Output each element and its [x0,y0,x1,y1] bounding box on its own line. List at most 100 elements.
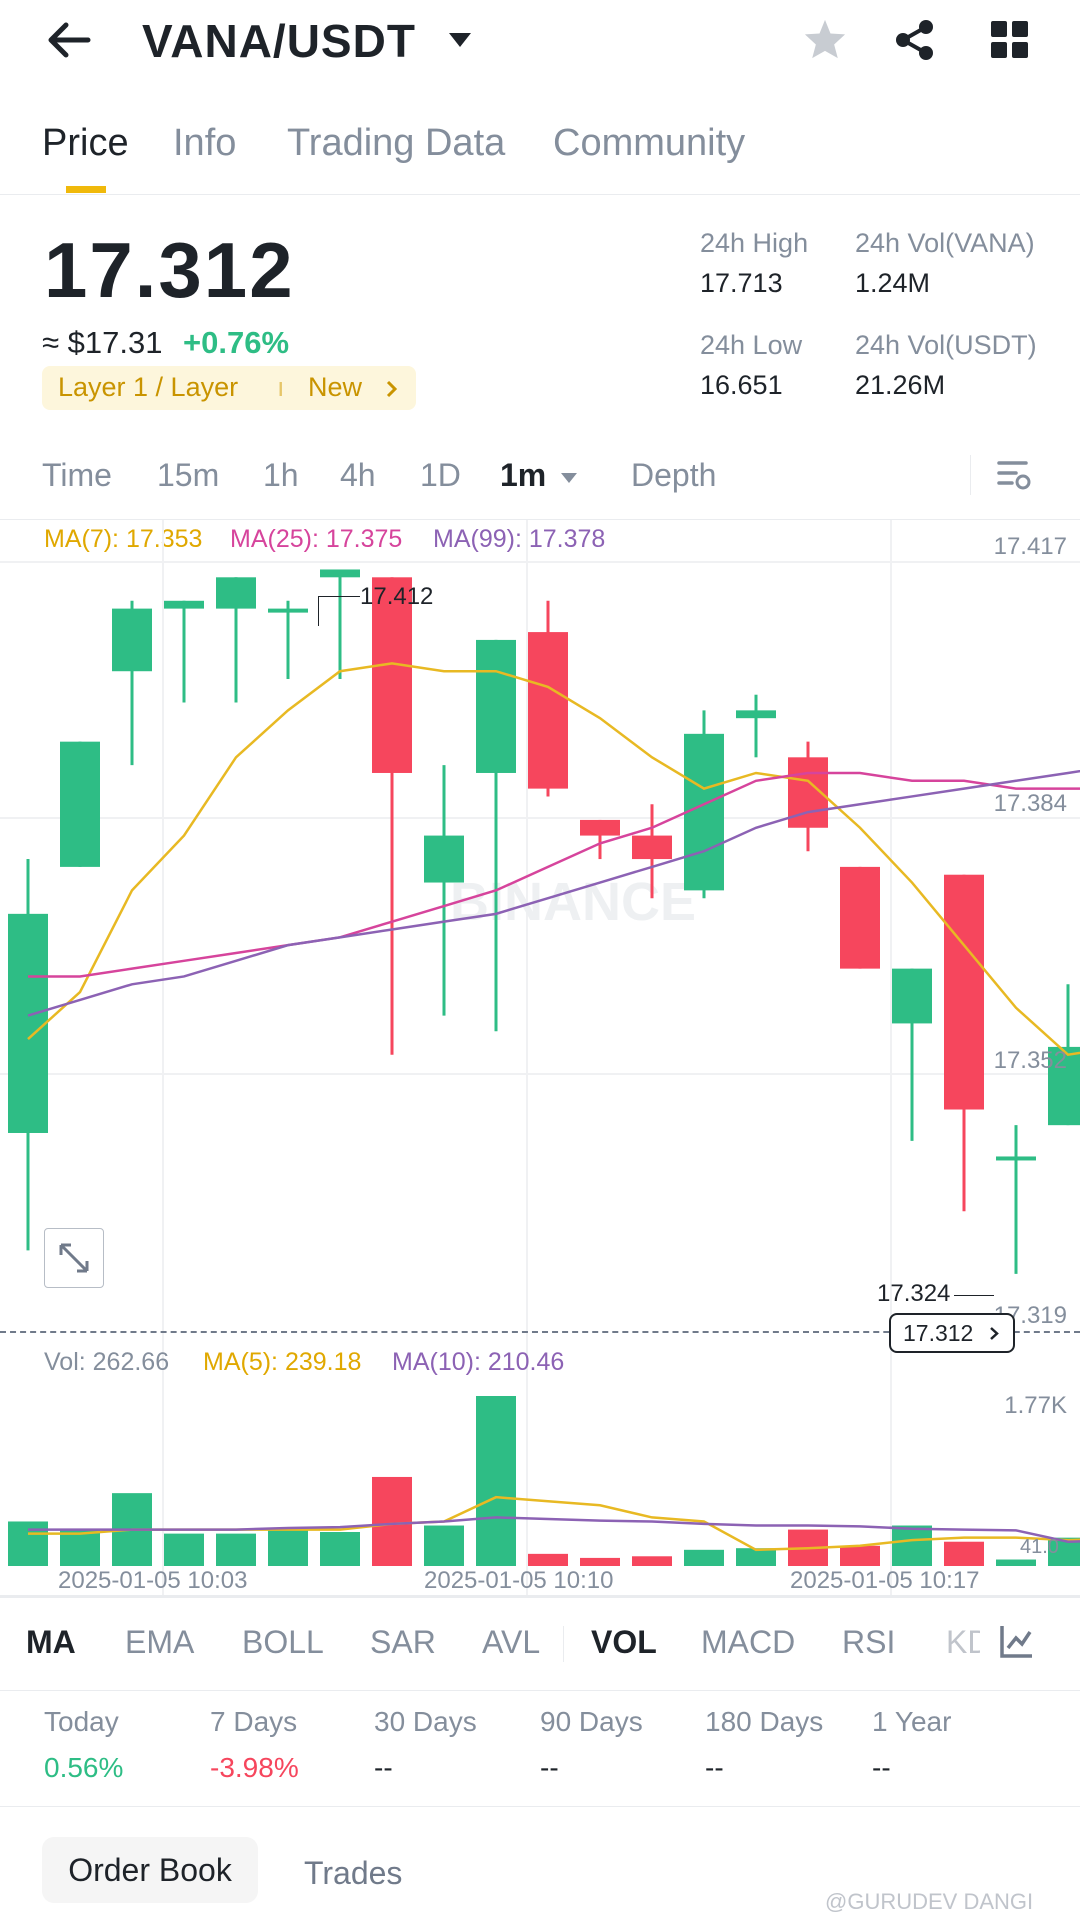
volume-bar [424,1525,464,1566]
share-icon[interactable] [893,18,937,62]
last-price: 17.312 [44,226,295,314]
volume-bar [476,1396,516,1566]
low-label: 24h Low [700,330,803,360]
interval-15m[interactable]: 15m [157,457,220,493]
high-marker-line [318,596,360,597]
credit-watermark: @GURUDEV DANGI [825,1889,1034,1914]
low-marker-line [954,1295,994,1296]
candle-down [840,866,880,969]
volume-bar [840,1545,880,1566]
sector-tag[interactable]: Layer 1 / Layer ı New [42,366,416,410]
divider [563,1626,564,1662]
perf-label-90d: 90 Days [540,1706,643,1737]
candle-down [944,874,984,1110]
candle-up [320,569,360,578]
volume-bar [684,1549,724,1566]
grid-icon[interactable] [990,20,1030,60]
vol-ma10-line [28,1516,1080,1543]
low-marker: 17.324 [877,1280,951,1307]
indicator-avl[interactable]: AVL [482,1624,541,1660]
interval-bar: Time 15m 1h 4h 1D 1m Depth [0,445,1080,520]
ma99-legend: MA(99): 17.378 [433,525,606,553]
caret-down-icon[interactable] [447,31,473,49]
high-label: 24h High [700,228,809,258]
vol-ma10-legend: MA(10): 210.46 [392,1348,565,1376]
candle-up [112,608,152,672]
interval-4h[interactable]: 4h [340,457,376,493]
interval-time[interactable]: Time [42,457,112,493]
tab-info[interactable]: Info [173,122,237,164]
candlestick-chart[interactable]: BINANCE [0,520,1080,1600]
candle-up [996,1156,1036,1161]
high-marker-tick [318,596,319,626]
watermark: BINANCE [450,872,696,932]
indicator-vol[interactable]: VOL [591,1624,657,1660]
tab-trades[interactable]: Trades [304,1855,403,1891]
high-value: 17.713 [700,268,783,298]
indicator-macd[interactable]: MACD [701,1624,796,1660]
indicator-sar[interactable]: SAR [370,1624,436,1660]
tab-order-book[interactable]: Order Book [42,1837,258,1903]
chevron-right-icon [386,380,398,398]
volume-bar [320,1532,360,1566]
volume-bar [60,1529,100,1566]
candle-up [424,835,464,883]
fullscreen-button[interactable] [44,1228,104,1288]
interval-depth[interactable]: Depth [631,457,717,493]
time-label: 2025-01-05 10:03 [58,1567,248,1594]
candle-up [60,741,100,867]
tab-trading-data[interactable]: Trading Data [287,122,506,164]
volume-bar [996,1559,1036,1566]
active-tab-indicator [66,186,106,193]
interval-1m[interactable]: 1m [500,457,547,493]
perf-label-today: Today [44,1706,119,1737]
volume-bar [892,1525,932,1566]
ma25-legend: MA(25): 17.375 [230,525,403,553]
candle-up [216,577,256,609]
vol-base-value: 1.24M [855,268,931,298]
price-tick: 17.384 [993,790,1067,817]
pair-title[interactable]: VANA/USDT [142,15,416,67]
arrow-left-icon[interactable] [46,20,92,60]
interval-1d[interactable]: 1D [420,457,461,493]
change-percent: +0.76% [183,325,290,360]
star-icon[interactable] [803,18,847,60]
tab-community[interactable]: Community [553,122,746,164]
candle-up [268,608,308,613]
volume-bar [372,1476,412,1566]
top-header: VANA/USDT [0,0,1080,84]
perf-label-30d: 30 Days [374,1706,477,1737]
candle-up [164,600,204,609]
usd-price: ≈ $17.31 [42,325,163,360]
high-marker: 17.412 [360,583,434,610]
indicator-rsi[interactable]: RSI [842,1624,896,1660]
indicator-bar: MA EMA BOLL SAR AVL VOL MACD RSI KD [0,1597,1080,1691]
candle-down [372,577,412,773]
ma25-line [28,771,1080,978]
volume-bar [268,1529,308,1566]
chevron-right-icon [990,1327,999,1340]
current-price-tag[interactable]: 17.312 [889,1313,1015,1353]
indicator-ema[interactable]: EMA [125,1624,195,1660]
section-tabs: Price Info Trading Data Community [0,110,1080,195]
chart-settings-icon[interactable] [996,457,1032,493]
interval-1h[interactable]: 1h [263,457,299,493]
indicator-chart-icon[interactable] [998,1622,1036,1660]
volume-bar [944,1541,984,1566]
candle-down [580,819,620,836]
indicator-boll[interactable]: BOLL [242,1624,324,1660]
time-label: 2025-01-05 10:10 [424,1567,614,1594]
ma-lines-group [27,662,1080,1057]
perf-value-7d: -3.98% [210,1752,299,1783]
tag-divider: ı [277,372,285,402]
indicator-ma[interactable]: MA [26,1624,76,1660]
low-value: 16.651 [700,370,783,400]
tab-price[interactable]: Price [42,122,129,164]
volume-bar [580,1557,620,1566]
expand-icon [59,1243,89,1273]
vol-quote-value: 21.26M [855,370,946,400]
divider [970,455,971,495]
perf-value-180d: -- [705,1752,724,1783]
caret-down-icon[interactable] [560,472,578,484]
time-label: 2025-01-05 10:17 [790,1567,980,1594]
